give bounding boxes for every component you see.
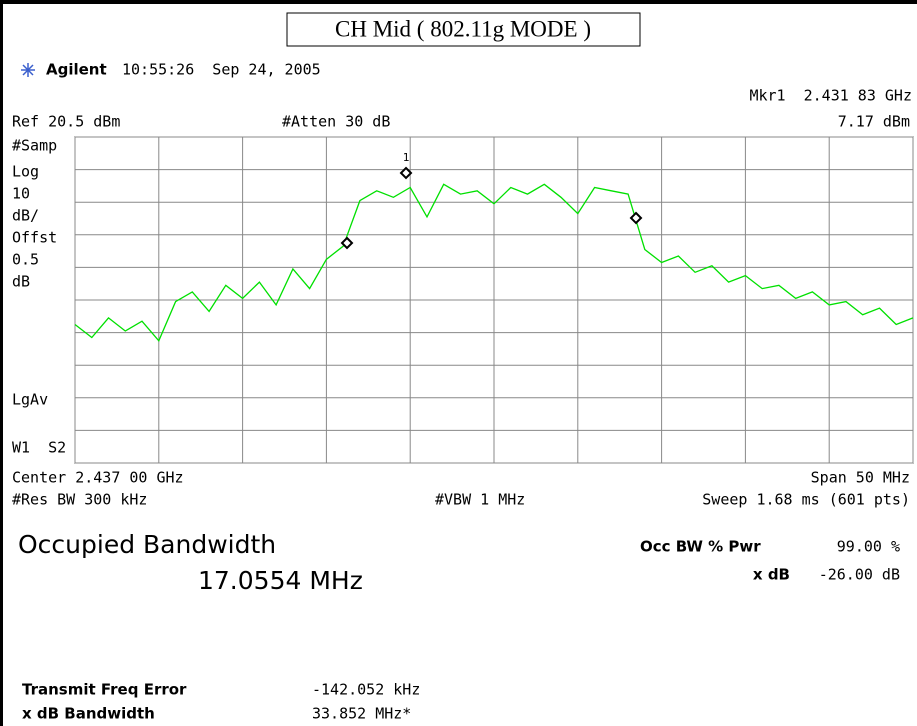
trace xyxy=(74,183,914,343)
xdbbw-value: 33.852 MHz* xyxy=(312,705,411,723)
xdb-value: -26.00 dB xyxy=(819,566,900,584)
side-label: Offst xyxy=(12,229,57,247)
marker-diamond xyxy=(629,211,643,225)
marker-level: 7.17 dBm xyxy=(838,113,910,131)
res-bw: #Res BW 300 kHz xyxy=(12,491,147,509)
top-bar xyxy=(0,0,917,4)
side-label: Log xyxy=(12,163,39,181)
xdb-label: x dB xyxy=(753,566,790,584)
logo xyxy=(21,63,35,77)
span: Span 50 MHz xyxy=(811,469,910,487)
marker-readout: Mkr1 2.431 83 GHz xyxy=(749,87,912,105)
ref-level: Ref 20.5 dBm xyxy=(12,113,120,131)
side-label: dB/ xyxy=(12,207,39,225)
marker-number: 1 xyxy=(403,151,410,164)
brand: Agilent xyxy=(46,61,107,79)
sweep: Sweep 1.68 ms (601 pts) xyxy=(702,491,910,509)
title-box xyxy=(286,12,641,47)
occ-pwr-value: 99.00 % xyxy=(837,538,900,556)
timestamp: 10:55:26 Sep 24, 2005 xyxy=(122,61,321,79)
occ-title: Occupied Bandwidth xyxy=(18,530,276,559)
side-label: #Samp xyxy=(12,137,57,155)
marker-diamond xyxy=(340,236,354,250)
side-label: dB xyxy=(12,273,30,291)
left-bar xyxy=(0,0,3,726)
side-label: 10 xyxy=(12,185,30,203)
tfe-label: Transmit Freq Error xyxy=(22,681,187,699)
occ-value: 17.0554 MHz xyxy=(198,566,363,595)
side-label: 0.5 xyxy=(12,251,39,269)
tfe-value: -142.052 kHz xyxy=(312,681,420,699)
side-label: W1 S2 xyxy=(12,439,66,457)
attenuation: #Atten 30 dB xyxy=(282,113,390,131)
vbw: #VBW 1 MHz xyxy=(435,491,525,509)
center-freq: Center 2.437 00 GHz xyxy=(12,469,184,487)
side-label: LgAv xyxy=(12,391,48,409)
title: CH Mid ( 802.11g MODE ) xyxy=(335,16,591,41)
xdbbw-label: x dB Bandwidth xyxy=(22,705,155,723)
marker-diamond xyxy=(399,166,413,180)
occ-pwr-label: Occ BW % Pwr xyxy=(640,538,761,556)
